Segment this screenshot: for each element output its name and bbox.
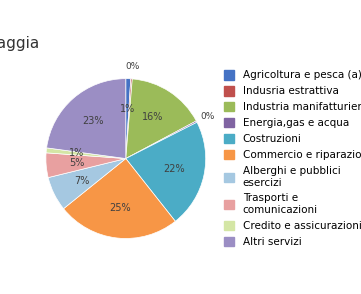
Wedge shape <box>126 79 131 158</box>
Text: 5%: 5% <box>0 293 1 294</box>
Text: 1%: 1% <box>0 293 1 294</box>
Wedge shape <box>46 148 126 158</box>
Wedge shape <box>126 121 197 158</box>
Wedge shape <box>64 158 175 238</box>
Text: 25%: 25% <box>0 293 1 294</box>
Wedge shape <box>48 158 126 209</box>
Wedge shape <box>126 79 132 158</box>
Text: 16%: 16% <box>0 293 1 294</box>
Text: Albosaggia: Albosaggia <box>0 36 40 51</box>
Text: 1%: 1% <box>0 293 1 294</box>
Wedge shape <box>126 122 206 221</box>
Text: 23%: 23% <box>82 116 104 126</box>
Text: 5%: 5% <box>69 158 84 168</box>
Text: 0%: 0% <box>0 293 1 294</box>
Text: 0%: 0% <box>0 293 1 294</box>
Text: 7%: 7% <box>0 293 1 294</box>
Text: 7%: 7% <box>74 176 89 186</box>
Text: 23%: 23% <box>0 293 1 294</box>
Text: 22%: 22% <box>164 164 185 174</box>
Text: 16%: 16% <box>142 112 164 122</box>
Text: 22%: 22% <box>0 293 1 294</box>
Text: 25%: 25% <box>109 203 131 213</box>
Text: 1%: 1% <box>120 104 135 114</box>
Text: 0%: 0% <box>125 62 140 71</box>
Text: 1%: 1% <box>69 148 84 158</box>
Wedge shape <box>46 153 126 178</box>
Wedge shape <box>47 79 126 158</box>
Text: 0%: 0% <box>200 111 214 121</box>
Wedge shape <box>126 79 196 158</box>
Legend: Agricoltura e pesca (a), Indusria estrattiva, Industria manifatturiera, Energia,: Agricoltura e pesca (a), Indusria estrat… <box>221 67 361 250</box>
